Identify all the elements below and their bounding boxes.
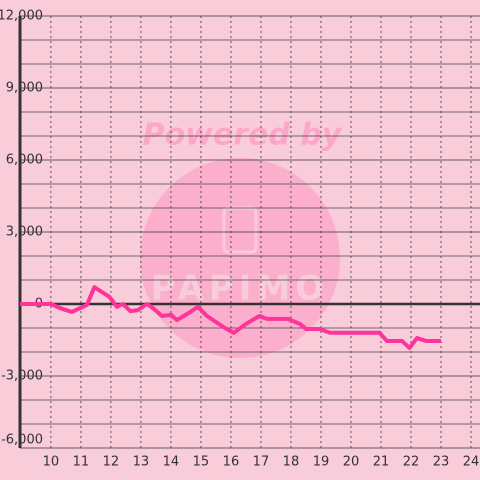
x-tick-label: 22 [403, 455, 420, 470]
y-tick-label: 6,000 [6, 153, 43, 168]
x-tick-label: 23 [433, 455, 450, 470]
x-tick-label: 14 [163, 455, 180, 470]
x-tick-label: 19 [313, 455, 330, 470]
x-tick-label: 16 [223, 455, 240, 470]
x-tick-label: 20 [343, 455, 360, 470]
x-tick-label: 13 [133, 455, 150, 470]
x-tick-label: 10 [43, 455, 60, 470]
y-tick-label: -6,000 [1, 433, 43, 448]
x-tick-label: 21 [373, 455, 390, 470]
y-tick-label: 3,000 [6, 225, 43, 240]
x-tick-label: 15 [193, 455, 210, 470]
x-tick-label: 18 [283, 455, 300, 470]
x-tick-label: 12 [103, 455, 120, 470]
watermark-brand: PAPIMO [151, 269, 329, 309]
x-tick-label: 24 [463, 455, 480, 470]
watermark-title: Powered by [143, 118, 343, 153]
data-line [20, 285, 441, 350]
x-tick-label: 11 [73, 455, 90, 470]
y-tick-label: 9,000 [6, 81, 43, 96]
y-tick-label: -3,000 [1, 369, 43, 384]
x-tick-label: 17 [253, 455, 270, 470]
